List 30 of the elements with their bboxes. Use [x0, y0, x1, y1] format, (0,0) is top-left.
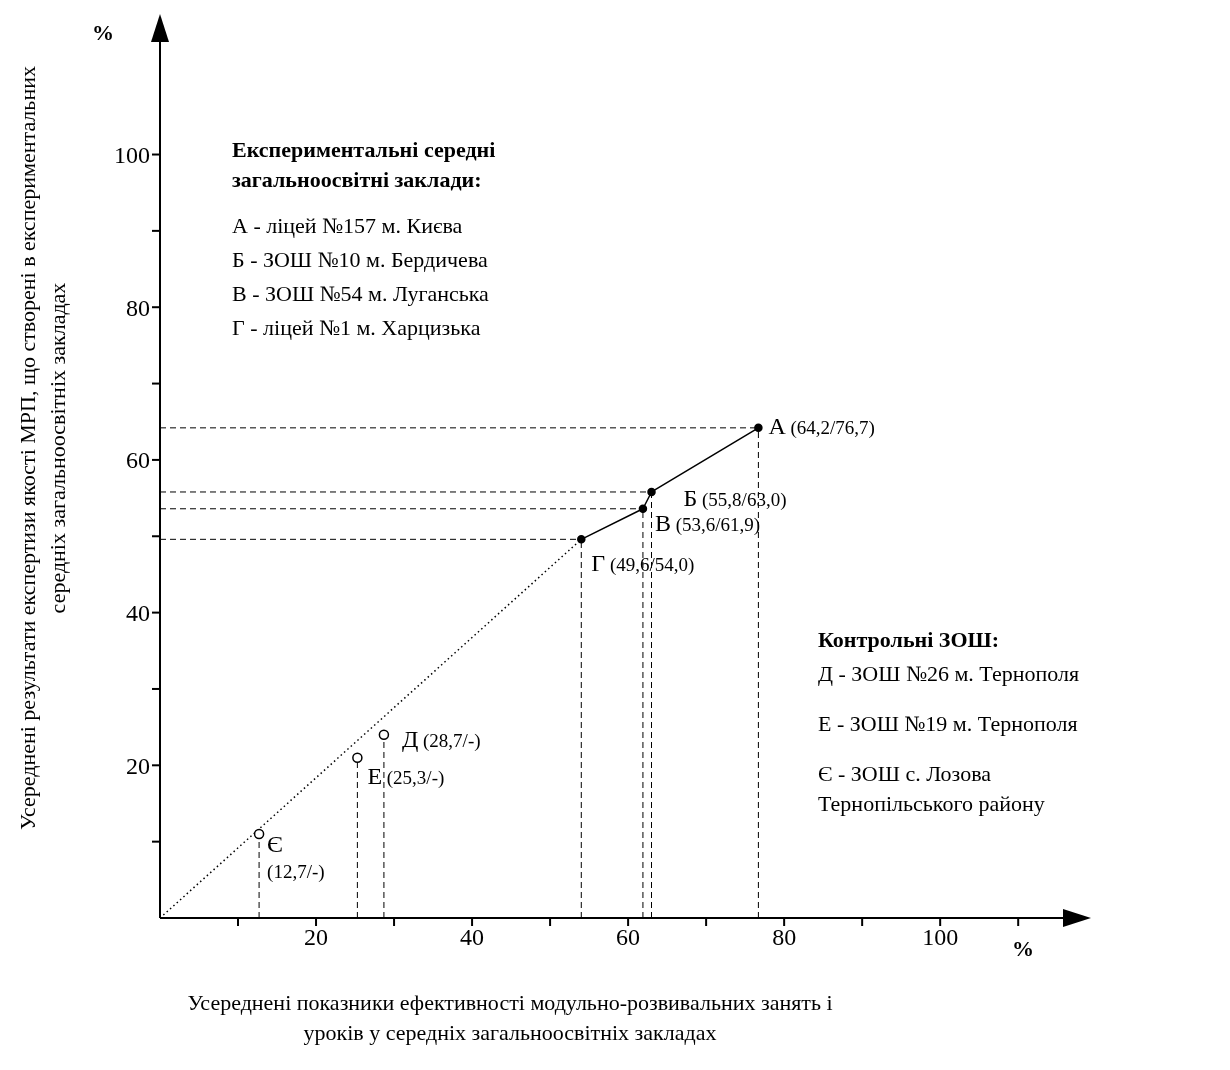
annotation: Б (55,8/63,0) [683, 484, 787, 511]
annotation: Д (28,7/-) [401, 725, 481, 752]
annotation: Б - ЗОШ №10 м. Бердичева [232, 246, 488, 274]
annotation: Д - ЗОШ №26 м. Тернополя [818, 660, 1080, 688]
y-tick-label: 40 [126, 600, 150, 627]
x-tick-label: 80 [772, 924, 797, 951]
y-tick-label: 20 [126, 752, 150, 779]
x-axis-title: Усереднені показники ефективності модульно-розвивальних занять і уроків у середніх загальноосвітніх закладах [186, 989, 834, 1047]
y-axis-title: Усереднені результати експертизи якості МРП, що створені в експериментальних середніх загальноосвітніх закладах [14, 65, 71, 832]
annotation: В - ЗОШ №54 м. Луганська [232, 280, 489, 308]
annotation: А - ліцей №157 м. Києва [232, 212, 463, 240]
x-tick-label: 60 [616, 924, 641, 951]
text: % [92, 19, 114, 47]
annotation: В (53,6/61,9) [654, 509, 761, 536]
annotation: Експериментальні середні загальноосвітні заклади: [232, 136, 497, 194]
annotation: Е (25,3/-) [367, 762, 445, 789]
y-tick-label: 80 [126, 294, 150, 321]
annotation: Є - ЗОШ с. Лозова Тернопільського району [818, 760, 1046, 818]
annotation: Г - ліцей №1 м. Харцизька [232, 314, 481, 342]
x-tick-label: 20 [304, 924, 329, 951]
annotation: Контрольні ЗОШ: [818, 626, 1001, 654]
y-tick-label: 60 [126, 447, 150, 474]
x-tick-label: 40 [460, 924, 485, 951]
x-tick-label: 100 [922, 924, 959, 951]
text: % [1012, 935, 1034, 963]
y-tick-label: 100 [114, 142, 150, 169]
annotation: А (64,2/76,7) [768, 412, 875, 439]
annotation: Е - ЗОШ №19 м. Тернополя [818, 710, 1078, 738]
annotation: Г (49,6/54,0) [591, 550, 695, 577]
annotation: Є (12,7/-) [267, 831, 325, 884]
